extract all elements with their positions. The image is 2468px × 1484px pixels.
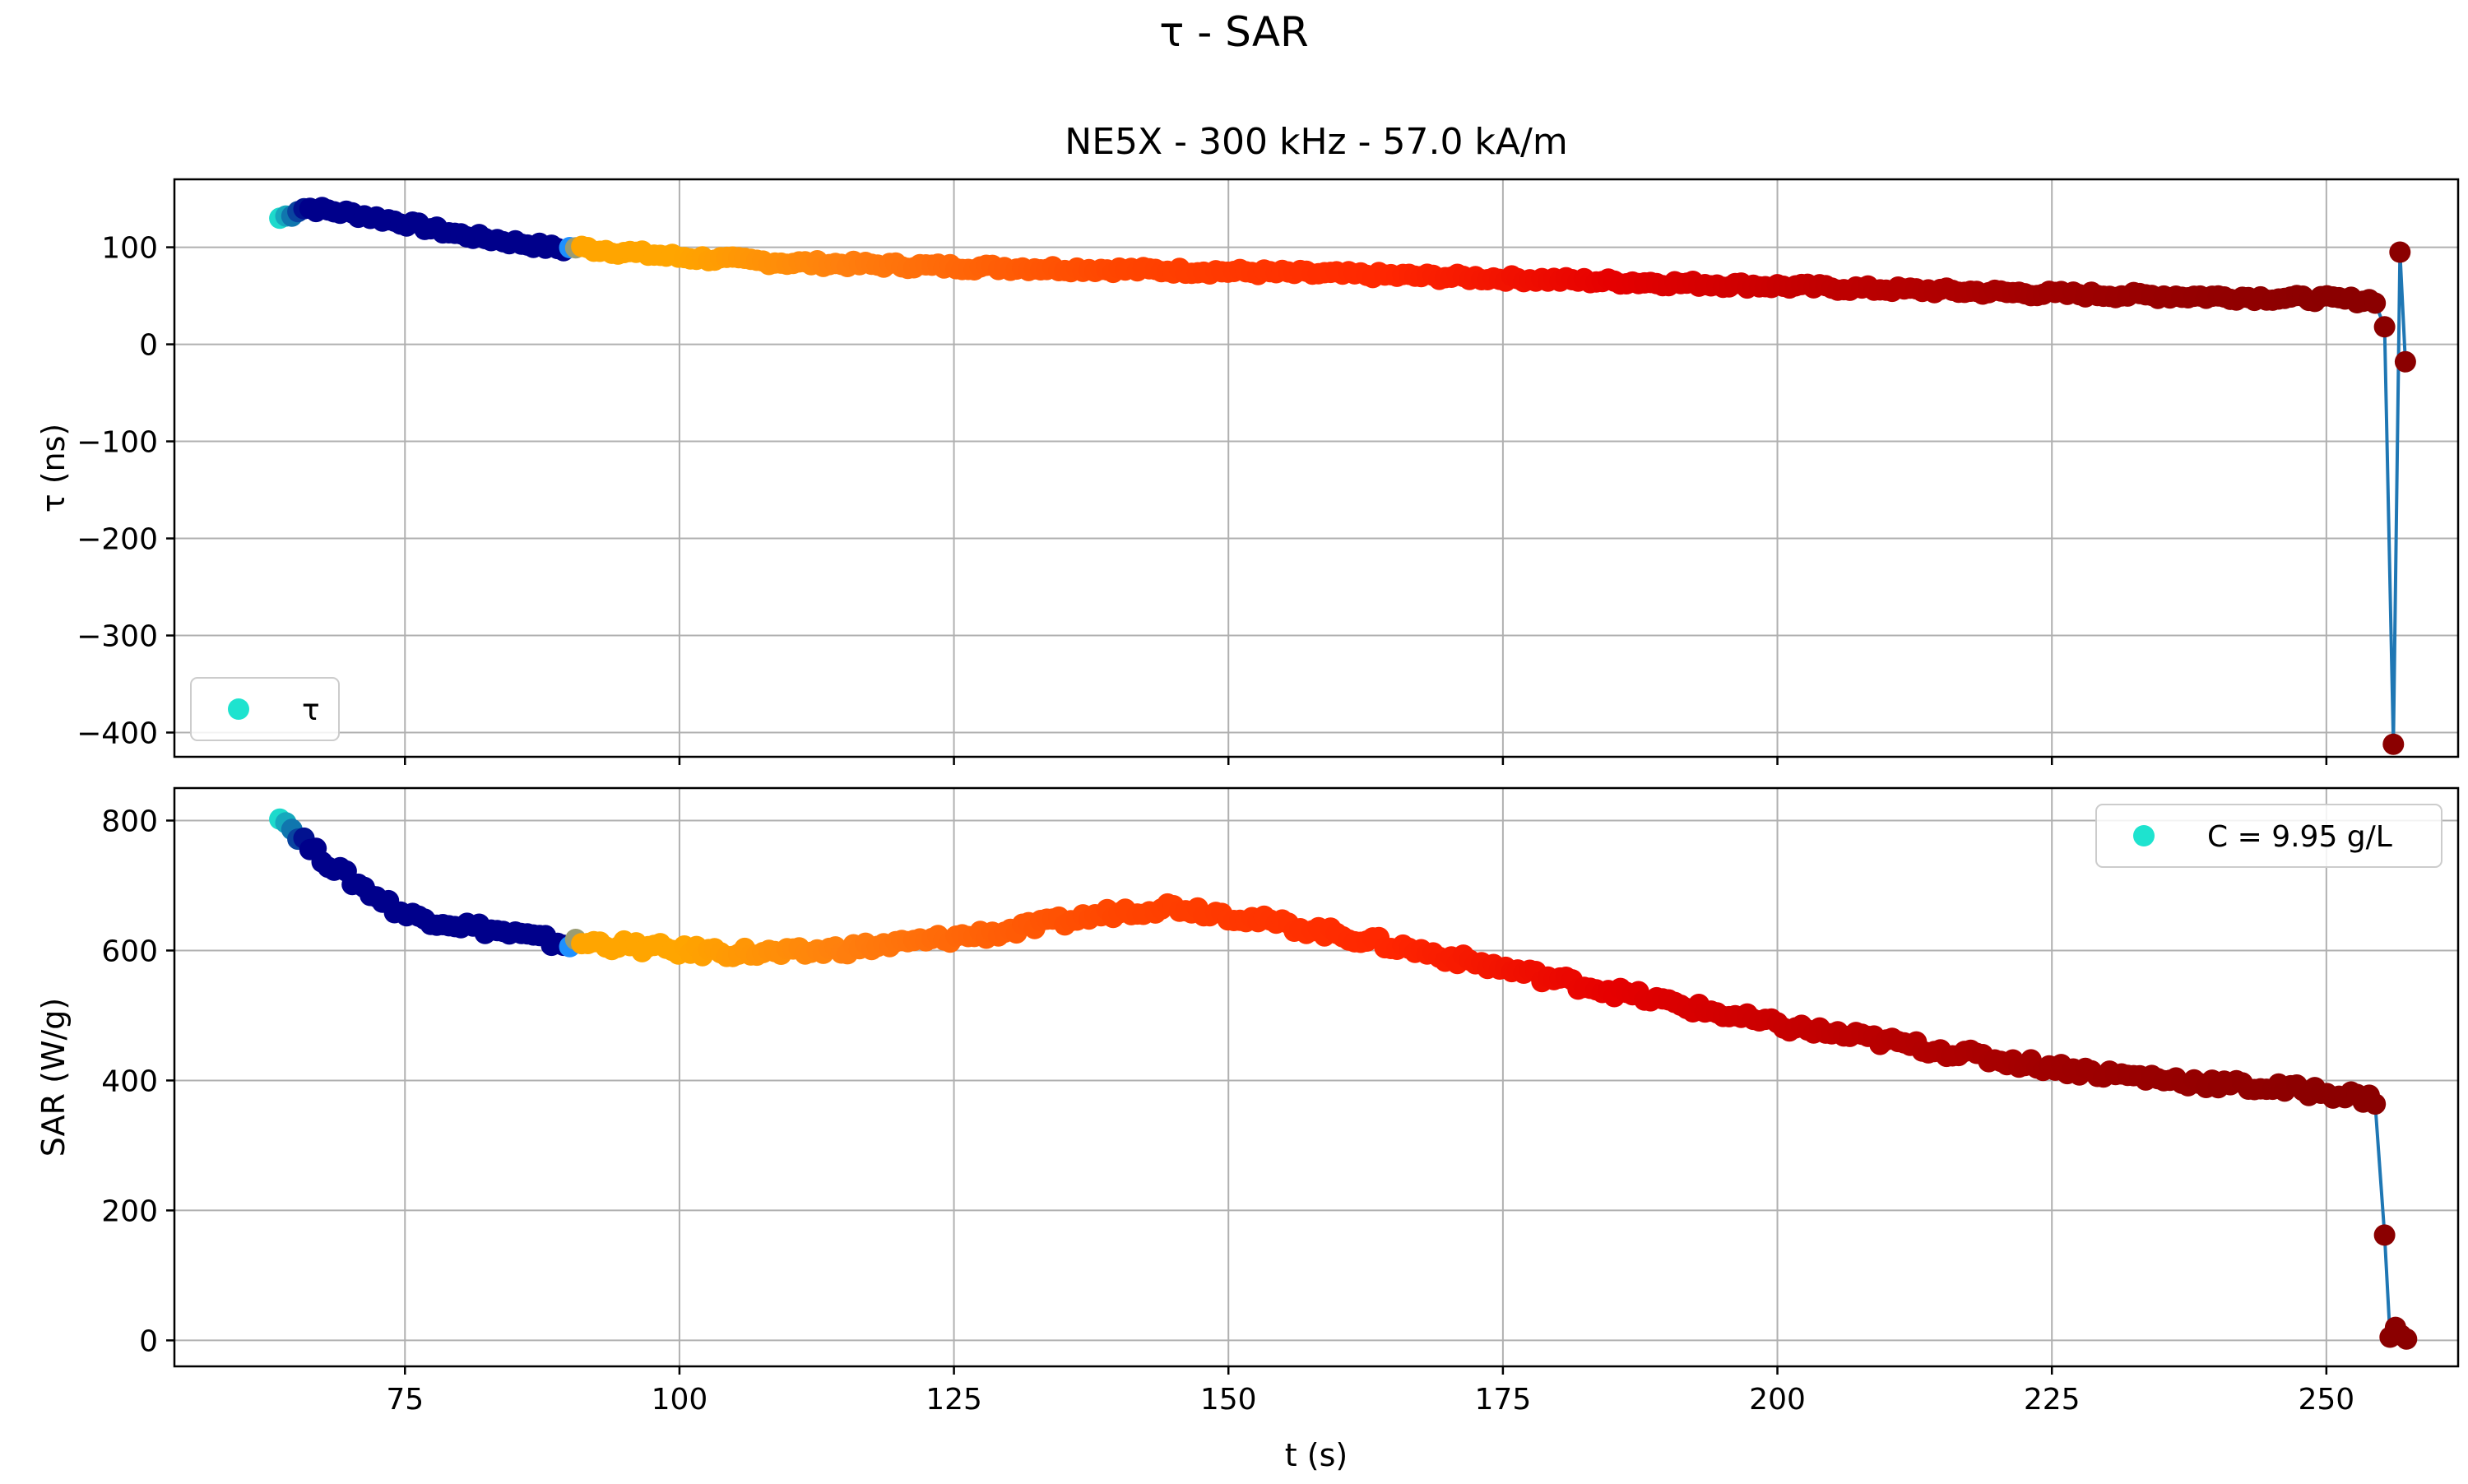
y-tick-label: −100 (77, 426, 158, 460)
panel1-title: NE5X - 300 kHz - 57.0 kA/m (1065, 121, 1567, 163)
axes-frame (173, 178, 2460, 758)
x-tick-label: 75 (386, 1383, 424, 1417)
y-tick-label: −300 (77, 620, 158, 654)
panel-1: −400 −300 −200 −100 0 100 τ (ns) τ (35, 178, 2460, 765)
x-tick-label: 225 (2024, 1383, 2081, 1417)
x-tick-label: 200 (1749, 1383, 1806, 1417)
legend-marker (2133, 825, 2155, 846)
y-tick-label: 600 (101, 934, 158, 968)
data-point (2394, 350, 2416, 373)
data-point (2382, 733, 2405, 755)
y-axis-label: SAR (W/g) (35, 998, 72, 1157)
y-tick-label: 0 (139, 329, 158, 363)
y-axis-label: τ (ns) (35, 424, 72, 513)
legend-label: τ (302, 693, 320, 727)
figure-xlabel: t (s) (1285, 1437, 1348, 1473)
x-tick-label: 250 (2298, 1383, 2354, 1417)
axes-frame (173, 786, 2460, 1368)
data-point (2364, 292, 2387, 314)
series-line (2373, 1103, 2408, 1343)
data-point (2396, 1328, 2418, 1350)
data-point (2373, 316, 2396, 338)
data-point (2373, 1224, 2396, 1246)
x-tick-label: 175 (1475, 1383, 1532, 1417)
legend-box (2095, 804, 2442, 868)
y-tick-label: 800 (101, 805, 158, 838)
y-tick-label: −400 (77, 717, 158, 751)
legend: C = 9.95 g/L (2095, 804, 2442, 868)
panel-2: 75 100 125 150 175 200 225 250 0 200 400 600 800 SAR … (35, 786, 2460, 1417)
legend-label: C = 9.95 g/L (2207, 820, 2392, 854)
y-tick-label: 0 (139, 1324, 158, 1358)
plot-area: −400 −300 −200 −100 0 100 τ (ns) τ 75 100 125 150 17… (35, 178, 2460, 1417)
y-tick-label: 200 (101, 1194, 158, 1228)
x-tick-label: 150 (1200, 1383, 1257, 1417)
y-tick-label: 100 (101, 232, 158, 266)
legend-box (190, 677, 340, 741)
legend: τ (190, 677, 340, 741)
data-point (2389, 241, 2411, 263)
x-tick-label: 125 (926, 1383, 982, 1417)
y-tick-label: 400 (101, 1064, 158, 1098)
y-tick-label: −200 (77, 523, 158, 557)
data-point (2364, 1093, 2387, 1115)
figure-suptitle: τ - SAR (1159, 8, 1309, 56)
x-tick-label: 100 (652, 1383, 708, 1417)
legend-marker (228, 698, 249, 720)
